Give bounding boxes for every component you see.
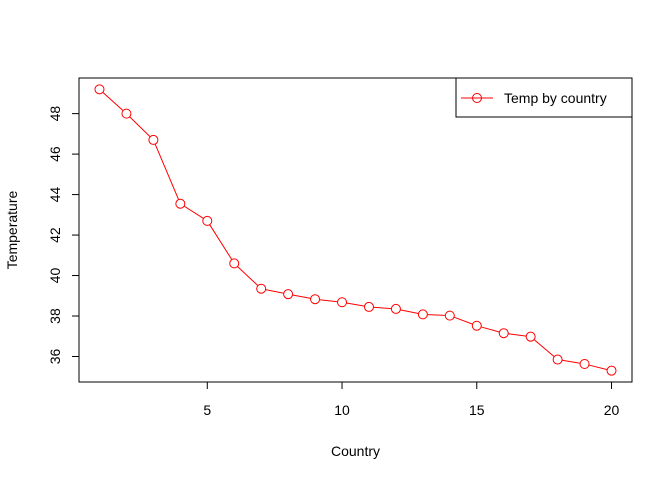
data-point — [606, 365, 617, 376]
plot-area-frame — [78, 77, 633, 383]
data-point — [256, 283, 267, 294]
y-tick-label: 36 — [47, 349, 63, 365]
data-point — [363, 301, 374, 312]
data-point — [390, 303, 401, 314]
data-point — [121, 108, 132, 119]
y-axis-label: Temperature — [4, 190, 20, 269]
x-tick-label: 15 — [469, 402, 485, 418]
legend-marker — [472, 93, 482, 103]
data-point — [283, 289, 294, 300]
data-point — [525, 331, 536, 342]
series-line-segment — [453, 316, 473, 325]
series-line-segment — [319, 299, 338, 303]
x-tick-label: 20 — [604, 402, 620, 418]
y-tick-label: 38 — [47, 308, 63, 324]
data-point — [148, 134, 159, 145]
series-line-segment — [480, 326, 500, 333]
y-tick-label: 48 — [47, 106, 63, 122]
series-line-segment — [561, 359, 581, 364]
x-axis-label: Country — [331, 443, 380, 459]
y-tick-label: 46 — [47, 146, 63, 162]
data-point — [417, 309, 428, 320]
data-point — [337, 297, 348, 308]
series-line-segment — [102, 91, 124, 111]
series-line-segment — [154, 143, 180, 200]
x-tick-label: 10 — [334, 402, 350, 418]
series-line-segment — [373, 306, 392, 310]
series-line-segment — [400, 309, 419, 314]
y-axis: 36 38 40 42 44 46 48 — [47, 106, 80, 365]
x-axis: 5 10 15 20 — [203, 381, 620, 418]
data-point — [175, 198, 186, 209]
data-point — [552, 354, 563, 365]
series-line-segment — [265, 289, 284, 294]
data-point — [202, 215, 213, 226]
data-point — [444, 310, 455, 321]
data-point — [579, 358, 590, 369]
data-point — [94, 84, 105, 95]
series-line-segment — [237, 266, 259, 286]
data-point — [471, 320, 482, 331]
series-line-segment — [292, 294, 311, 299]
series-layer — [94, 84, 617, 376]
legend-entry-label: Temp by country — [504, 90, 607, 106]
x-tick-label: 5 — [203, 402, 211, 418]
legend: Temp by country — [455, 77, 633, 118]
series-line-segment — [533, 339, 555, 358]
y-tick-label: 44 — [47, 187, 63, 203]
series-line-segment — [346, 302, 365, 307]
series-line-segment — [427, 314, 446, 316]
data-point — [310, 294, 321, 305]
series-line-segment — [129, 116, 151, 138]
y-tick-label: 40 — [47, 268, 63, 284]
y-tick-label: 42 — [47, 227, 63, 243]
series-line-segment — [588, 364, 608, 371]
series-line-segment — [209, 224, 233, 260]
data-point — [229, 258, 240, 269]
series-line-segment — [508, 333, 527, 337]
data-point — [498, 328, 509, 339]
series-line-segment — [183, 205, 204, 219]
